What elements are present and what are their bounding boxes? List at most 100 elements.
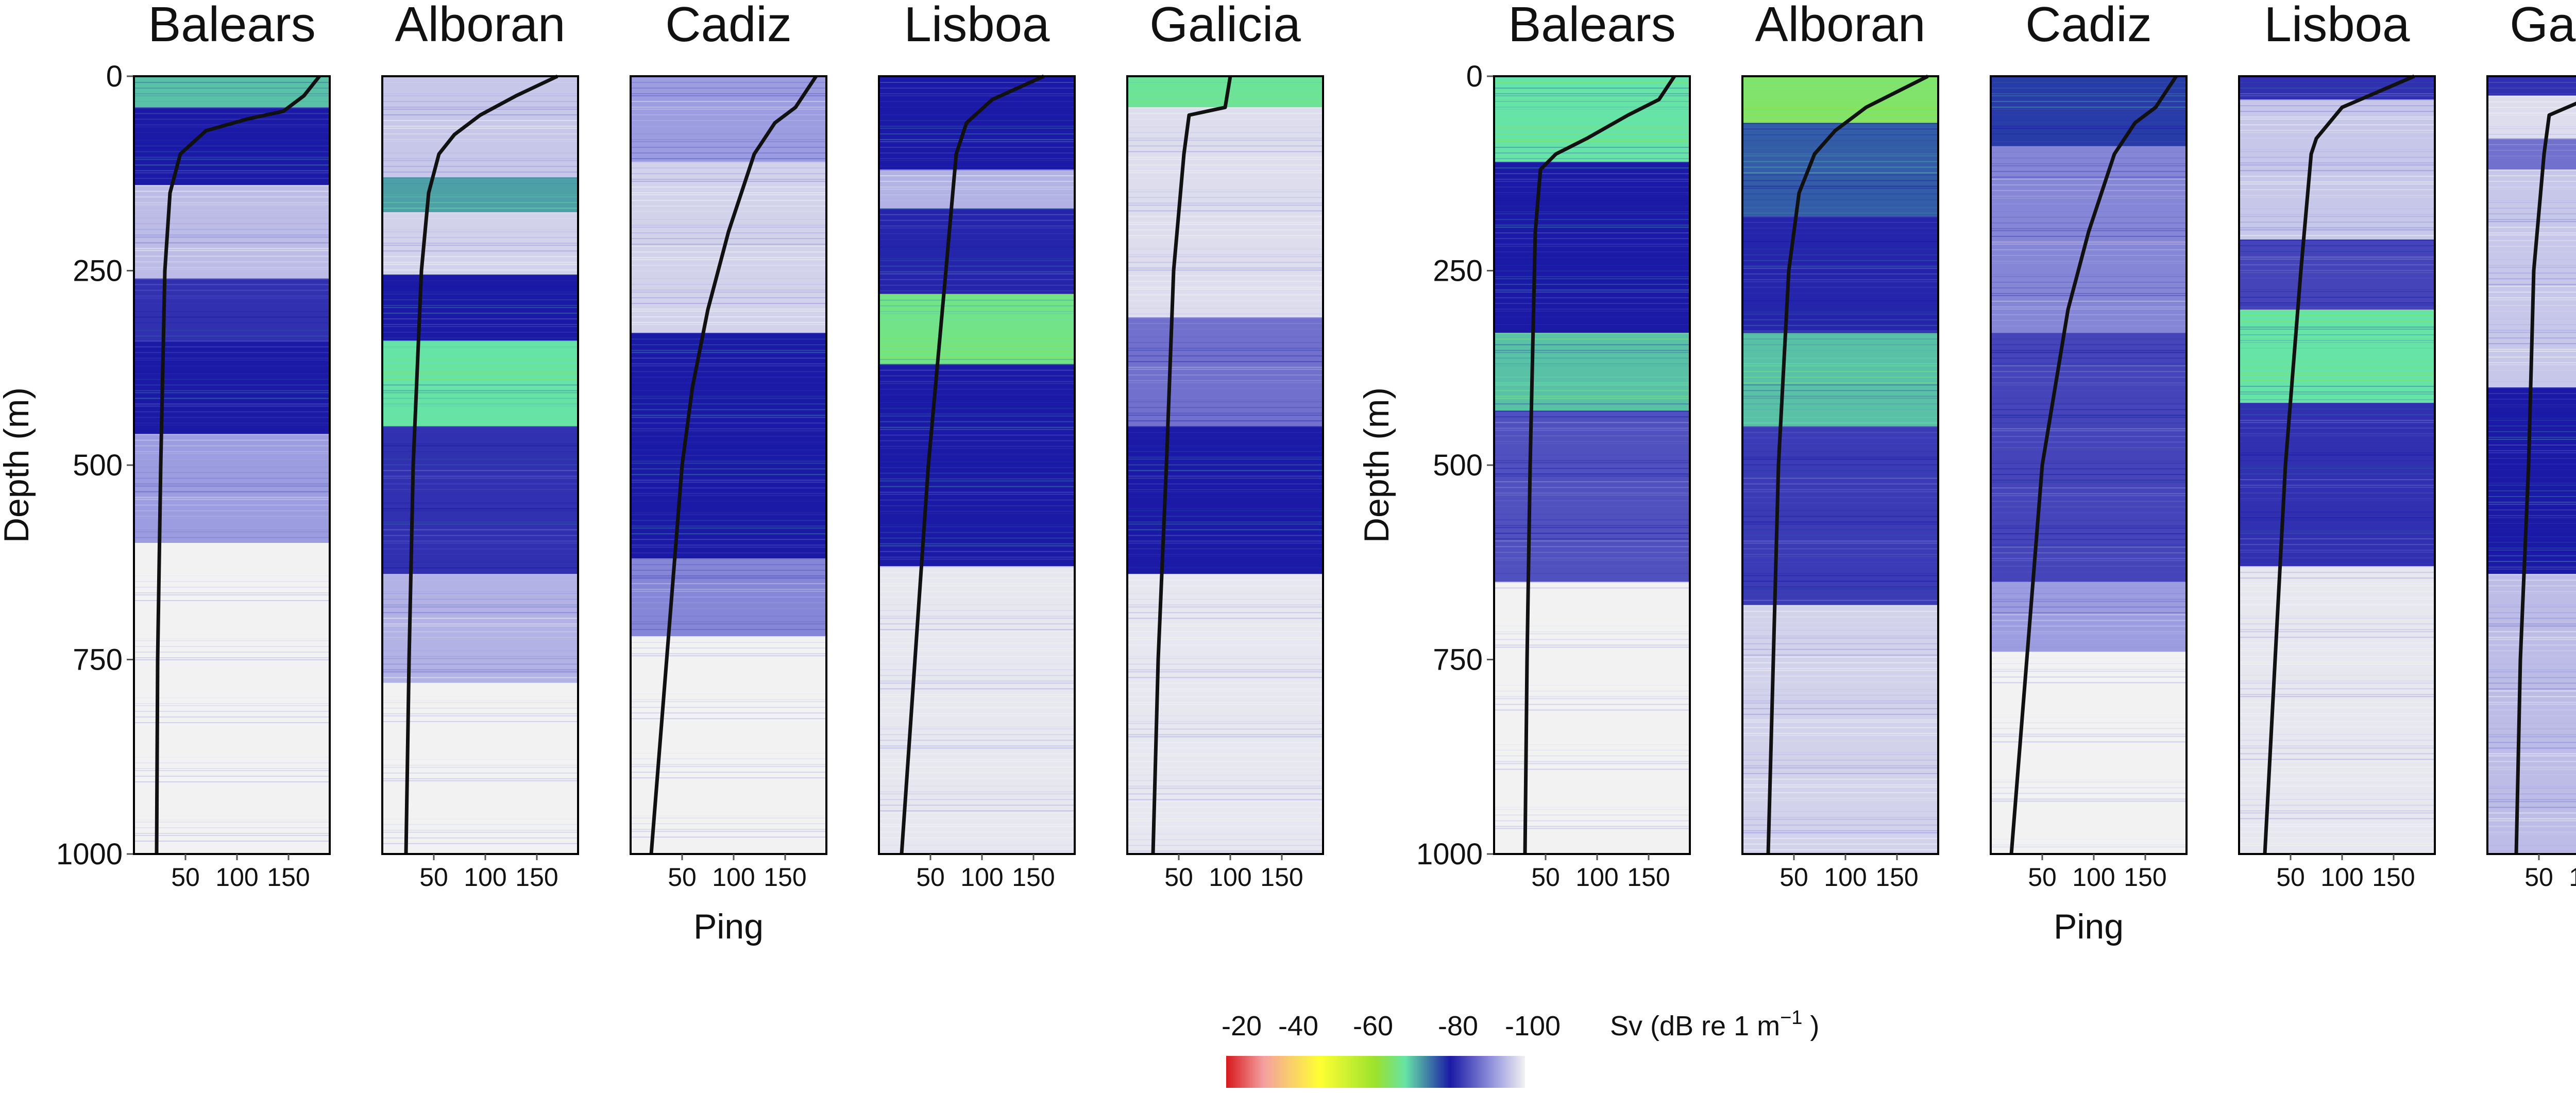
sv-texture <box>134 776 330 777</box>
sv-texture <box>1991 146 2187 147</box>
panel-frame <box>2486 75 2576 855</box>
sv-texture <box>2239 728 2435 730</box>
sv-texture <box>2487 149 2576 151</box>
sv-texture <box>631 173 826 175</box>
y-tick-label: 500 <box>73 449 123 482</box>
sv-texture <box>1127 491 1323 492</box>
sv-texture <box>879 616 1075 617</box>
sv-texture <box>1127 170 1323 172</box>
sv-texture <box>2487 189 2576 190</box>
sv-texture <box>1494 782 1690 783</box>
sv-texture <box>2487 696 2576 697</box>
sv-texture <box>134 390 330 391</box>
sv-texture <box>2239 616 2435 617</box>
sv-texture <box>382 194 578 196</box>
sv-texture <box>1494 270 1690 272</box>
sv-texture <box>382 445 578 447</box>
sv-texture <box>1991 178 2187 180</box>
sv-texture <box>879 93 1075 94</box>
sv-texture <box>1742 719 1938 721</box>
sv-texture <box>1991 308 2187 310</box>
sv-texture <box>382 141 578 142</box>
sv-texture <box>879 133 1075 134</box>
sv-texture <box>2239 552 2435 553</box>
sv-texture <box>1742 656 1938 658</box>
sv-texture <box>2487 267 2576 268</box>
sv-texture <box>1991 306 2187 308</box>
sv-texture <box>1742 377 1938 378</box>
sv-texture <box>1742 422 1938 424</box>
sv-texture <box>879 642 1075 644</box>
sv-texture <box>1494 93 1690 94</box>
sv-texture <box>2487 818 2576 819</box>
sv-texture <box>2239 517 2435 519</box>
sv-texture <box>631 501 826 502</box>
sv-texture <box>879 375 1075 377</box>
sv-texture <box>1494 462 1690 464</box>
depth-profile-line <box>2009 75 2178 855</box>
sv-texture <box>1494 540 1690 542</box>
sv-texture <box>134 204 330 206</box>
sv-texture <box>134 523 330 525</box>
sv-texture <box>382 483 578 485</box>
sv-texture <box>1127 785 1323 787</box>
sv-texture <box>1494 152 1690 153</box>
colorbar-tick-label: -40 <box>1278 1011 1318 1041</box>
sv-texture <box>1991 139 2187 140</box>
sv-texture <box>1742 212 1938 214</box>
sv-texture <box>1494 847 1690 848</box>
sv-texture <box>1991 846 2187 848</box>
sv-texture <box>2487 715 2576 716</box>
sv-texture <box>1742 166 1938 168</box>
sv-texture <box>879 772 1075 774</box>
sv-texture <box>1991 819 2187 821</box>
sv-texture <box>134 633 330 634</box>
sv-texture <box>1127 399 1323 401</box>
sv-texture <box>1127 516 1323 517</box>
sv-texture <box>879 345 1075 347</box>
sv-texture <box>879 95 1075 96</box>
sv-texture <box>2239 208 2435 210</box>
sv-texture <box>631 589 826 590</box>
sv-texture <box>1494 742 1690 743</box>
sv-texture <box>1991 415 2187 416</box>
sv-texture <box>1494 698 1690 699</box>
sv-texture <box>1742 654 1938 656</box>
sv-texture <box>1494 582 1690 583</box>
sv-texture <box>2487 240 2576 242</box>
sv-texture <box>134 711 330 712</box>
sv-texture <box>1127 604 1323 606</box>
sv-texture <box>1991 314 2187 315</box>
sv-texture <box>1991 274 2187 275</box>
sv-texture <box>879 472 1075 474</box>
sv-texture <box>2239 591 2435 592</box>
sv-layer <box>2487 76 2576 96</box>
sv-texture <box>2487 574 2576 575</box>
sv-texture <box>631 546 826 548</box>
sv-texture <box>2487 682 2576 684</box>
sv-texture <box>382 650 578 652</box>
sv-texture <box>382 585 578 587</box>
sv-texture <box>1127 286 1323 288</box>
sv-texture <box>1127 807 1323 808</box>
colorbar-title-end: ) <box>1802 1011 1819 1041</box>
sv-texture <box>1127 801 1323 802</box>
sv-texture <box>2239 99 2435 101</box>
sv-texture <box>1742 635 1938 637</box>
sv-texture <box>1742 273 1938 275</box>
sv-texture <box>1742 491 1938 492</box>
sv-texture <box>382 785 578 787</box>
sv-texture <box>382 540 578 542</box>
sv-texture <box>1494 839 1690 841</box>
sv-texture <box>631 284 826 285</box>
sv-texture <box>1742 735 1938 736</box>
sv-texture <box>1742 523 1938 525</box>
sv-texture <box>1742 161 1938 162</box>
sv-texture <box>1127 677 1323 678</box>
sv-texture <box>1991 779 2187 781</box>
sv-texture <box>631 344 826 346</box>
sv-texture <box>1494 365 1690 367</box>
sv-texture <box>1494 344 1690 346</box>
sv-texture <box>1494 350 1690 351</box>
